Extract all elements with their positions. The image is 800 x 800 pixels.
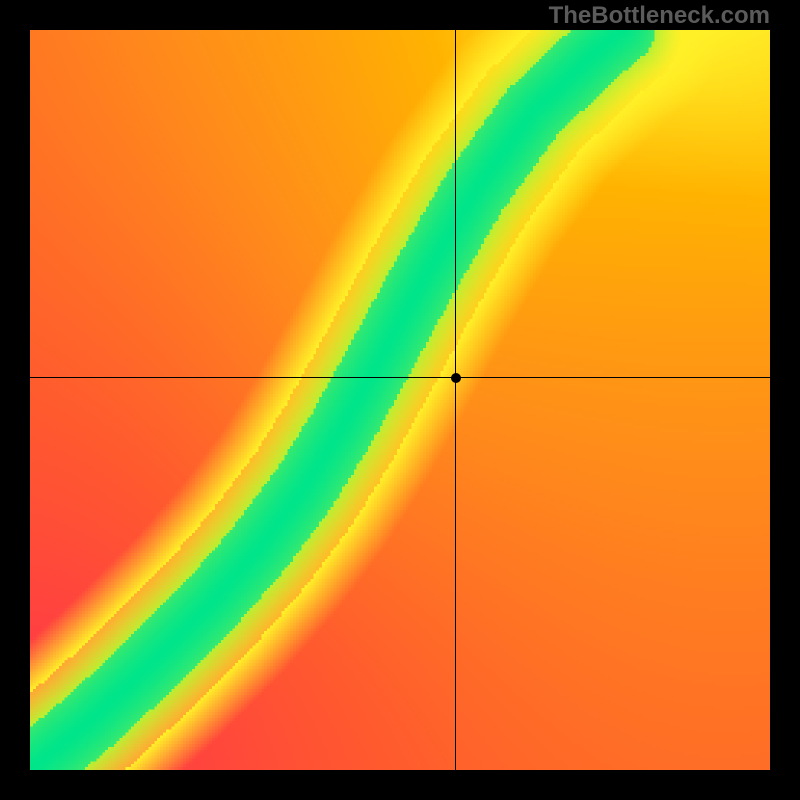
watermark-text: TheBottleneck.com <box>549 2 770 30</box>
chart-container: TheBottleneck.com <box>0 0 800 800</box>
bottleneck-heatmap <box>30 30 770 770</box>
crosshair-vertical <box>455 30 456 770</box>
crosshair-marker-dot <box>451 373 461 383</box>
crosshair-horizontal <box>30 377 770 378</box>
